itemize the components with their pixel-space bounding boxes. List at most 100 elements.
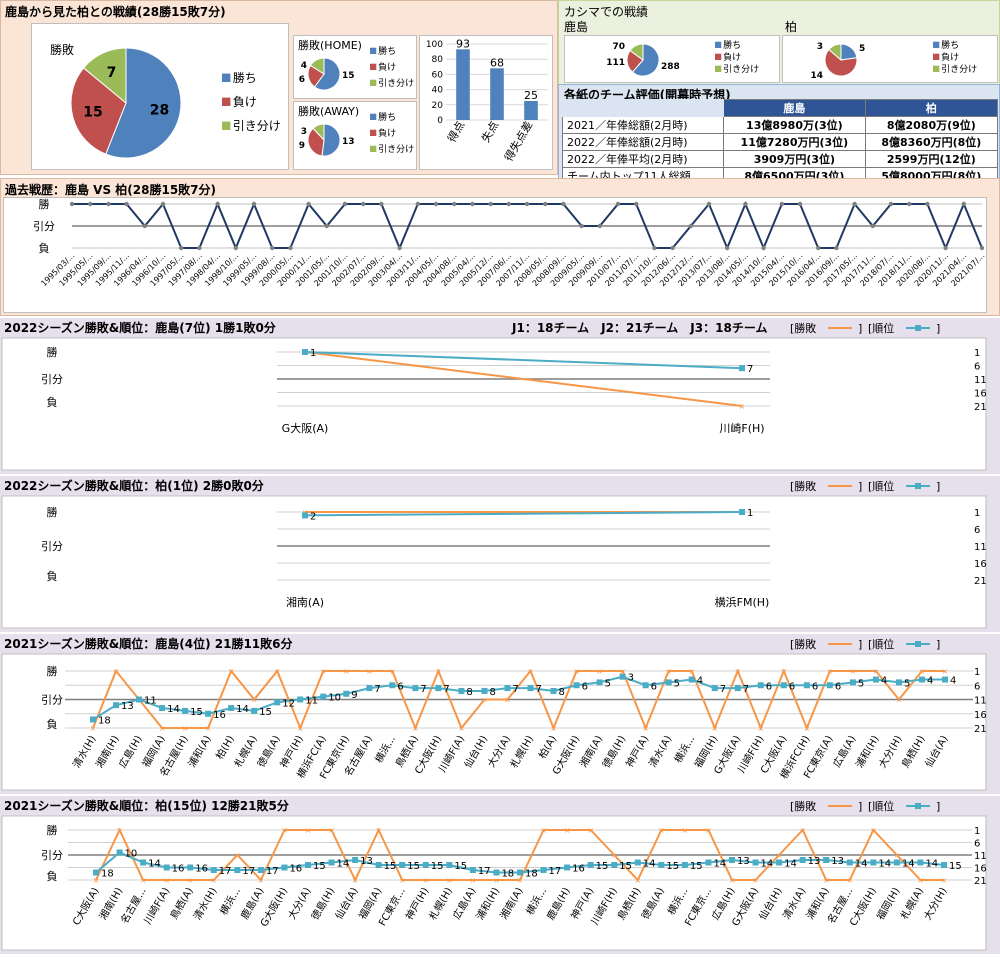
- legend-label: 引き分け: [378, 144, 414, 155]
- rank-data-label: 6: [789, 681, 795, 692]
- legend-swatch: [370, 113, 377, 120]
- rank-marker: [573, 682, 580, 689]
- rank-data-label: 5: [674, 678, 680, 689]
- result-marker: ×: [682, 826, 689, 835]
- rank-marker: [942, 676, 948, 683]
- rank-tick-label: 21: [974, 402, 987, 413]
- evaluation-title: 各紙のチーム評価(開幕時予想): [564, 88, 731, 102]
- evaluation-corner: [561, 99, 725, 117]
- rank-data-label: 14: [236, 704, 249, 715]
- evaluation-row: 2022／年俸総額(2月時) 11億7280万円(3位) 8億8360万円(8位): [561, 133, 999, 151]
- history-point: [761, 245, 766, 251]
- legend-marker-rank: [915, 641, 921, 647]
- pie-data-label: 70: [612, 42, 625, 52]
- result-marker: ×: [234, 851, 241, 860]
- rank-data-label: 6: [651, 681, 657, 692]
- legend-label: [順位: [868, 321, 894, 335]
- evaluation-col-kashiwa: 柏: [864, 99, 999, 117]
- pie-data-label: 15: [83, 104, 102, 120]
- legend-label: ]: [858, 322, 862, 335]
- rank-data-label: 14: [855, 859, 868, 870]
- rank-data-label: 17: [219, 866, 232, 877]
- history-point: [324, 223, 329, 229]
- y-axis-label: 勝: [47, 664, 58, 678]
- rank-marker: [872, 676, 879, 683]
- legend-label: [勝敗: [790, 637, 816, 651]
- history-point: [179, 245, 184, 251]
- rank-marker: [375, 862, 382, 868]
- rank-marker: [596, 679, 603, 686]
- pie-slice-win: [313, 57, 341, 91]
- result-marker: ×: [328, 826, 335, 835]
- rank-marker: [136, 696, 143, 703]
- result-marker: ×: [803, 724, 810, 733]
- rank-data-label: 7: [374, 684, 380, 695]
- rank-data-label: 6: [766, 681, 772, 692]
- history-point: [306, 201, 311, 207]
- history-point: [488, 201, 493, 207]
- legend-marker-rank: [915, 803, 921, 809]
- venue-team-1-name: 鹿島: [564, 20, 589, 34]
- pie-slice-draw: [312, 123, 325, 142]
- rank-marker: [328, 859, 335, 866]
- result-marker: ×: [187, 876, 194, 885]
- pie-data-label: 28: [150, 102, 169, 118]
- history-point: [561, 201, 566, 207]
- legend-label: 負け: [941, 51, 959, 63]
- result-marker: ×: [258, 876, 265, 885]
- history-point: [743, 201, 748, 207]
- x-tick-label: 湘南(A): [286, 595, 324, 609]
- rank-data-label: 5: [904, 678, 910, 689]
- season-title: 2022シーズン勝敗&順位：柏(1位) 2勝0敗0分: [4, 478, 264, 493]
- evaluation-table: 鹿島 柏 2021／年俸総額(2月時) 13億8980万(3位) 8億2080万(9…: [561, 99, 999, 185]
- result-marker: ×: [140, 876, 147, 885]
- rank-data-label: 5: [605, 678, 611, 689]
- evaluation-panel: 各紙のチーム評価(開幕時予想) 鹿島 柏 2021／年俸総額(2月時) 13億89…: [558, 84, 1000, 185]
- rank-marker: [540, 867, 547, 873]
- rank-data-label: 16: [172, 864, 185, 875]
- y-axis-label: 負: [47, 396, 58, 409]
- pie-slice-loss: [70, 67, 127, 155]
- pie-data-label: 9: [299, 141, 305, 151]
- rank-marker: [665, 679, 672, 686]
- result-marker: ×: [550, 724, 557, 733]
- result-marker: ×: [942, 667, 949, 676]
- result-marker: ×: [163, 876, 170, 885]
- history-line-chart: 勝引分負1995/03/...1995/05/...1995/09/...199…: [33, 197, 986, 288]
- rank-data-label: 6: [812, 681, 818, 692]
- rank-data-label: 4: [950, 676, 956, 687]
- evaluation-row: 2022／年俸平均(2月時) 3909万円(3位) 2599万円(12位): [561, 150, 999, 168]
- pie-slice-draw: [309, 57, 325, 75]
- x-tick-label: 川崎F(H): [719, 421, 764, 435]
- rank-data-label: 17: [242, 866, 255, 877]
- rank-marker: [739, 365, 745, 372]
- result-marker: ×: [116, 826, 123, 835]
- legend-label: 負け: [378, 127, 396, 139]
- rank-marker: [870, 859, 877, 866]
- result-line: [304, 351, 743, 407]
- rank-marker: [210, 867, 217, 873]
- pie-data-label: 14: [810, 71, 823, 81]
- legend-swatch: [715, 53, 722, 60]
- rank-marker: [343, 690, 350, 697]
- history-point: [233, 245, 238, 251]
- away-pie-box: 勝敗(AWAY) 13 9 3 勝ち 負け 引き分け: [293, 101, 417, 170]
- legend-swatch: [933, 41, 940, 48]
- y-axis-label: 勝: [47, 505, 58, 519]
- result-marker: ×: [504, 696, 511, 705]
- legend-label: ]: [936, 800, 940, 813]
- history-point: [142, 223, 147, 229]
- rank-data-label: 12: [282, 698, 295, 709]
- result-marker: ×: [873, 667, 880, 676]
- legend-label: ]: [936, 480, 940, 493]
- rank-marker: [619, 673, 626, 680]
- rank-marker: [564, 864, 571, 871]
- rank-data-label: 16: [572, 864, 585, 875]
- bar-data-label: 93: [456, 37, 470, 50]
- result-marker: ×: [540, 826, 547, 835]
- pie-slice-win: [105, 47, 182, 159]
- rank-marker: [893, 859, 900, 866]
- result-marker: ×: [739, 402, 746, 411]
- history-point: [69, 201, 75, 207]
- rank-data-label: 16: [289, 864, 302, 875]
